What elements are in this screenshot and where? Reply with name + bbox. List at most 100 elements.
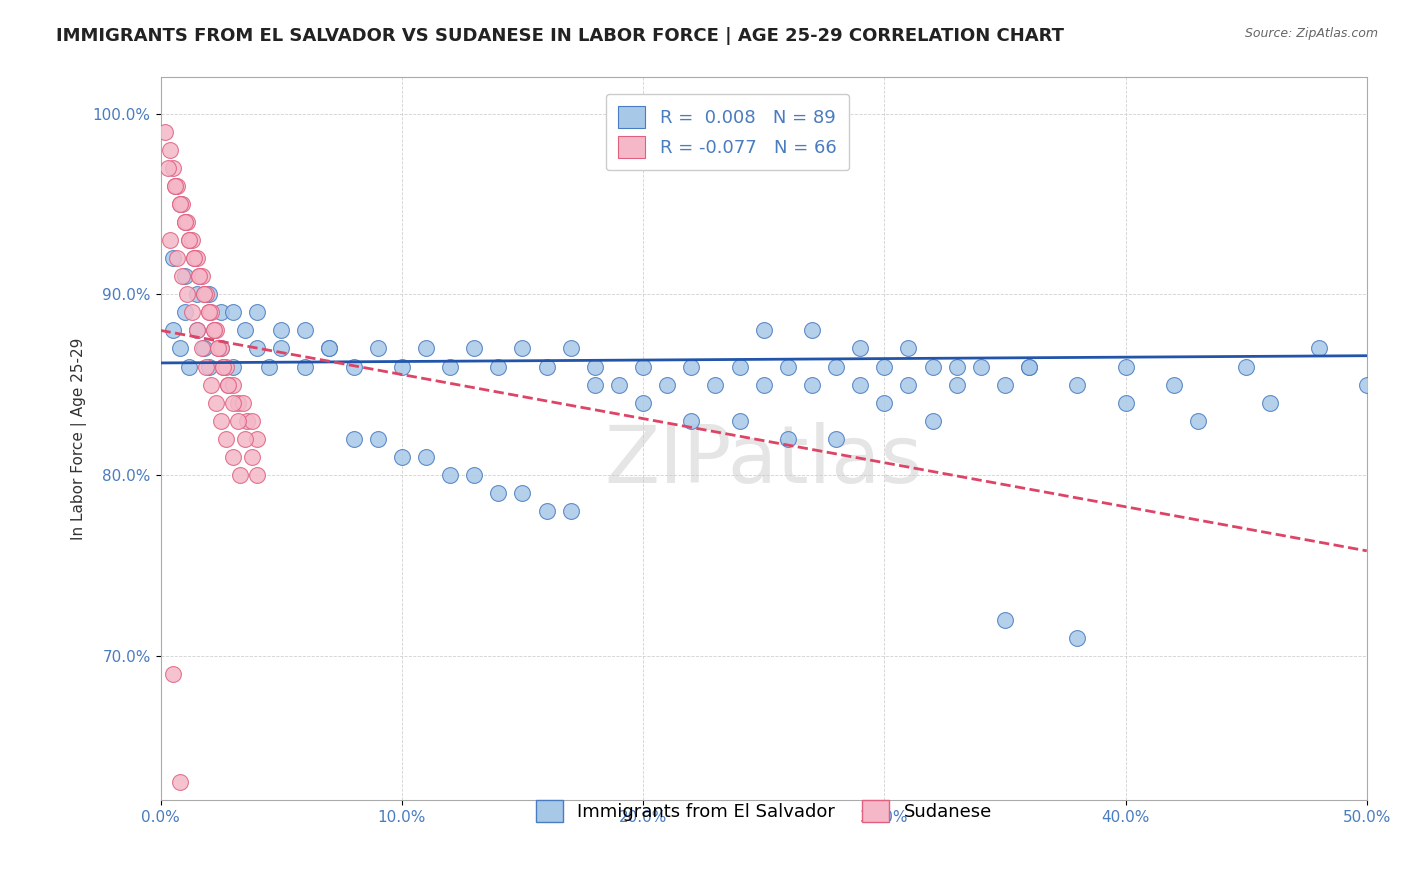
Point xyxy=(240,414,263,428)
Point xyxy=(162,323,184,337)
Point xyxy=(240,450,263,464)
Point xyxy=(825,432,848,446)
Point xyxy=(162,251,184,265)
Point xyxy=(159,233,181,247)
Point xyxy=(209,342,232,356)
Point xyxy=(233,323,256,337)
Point xyxy=(176,287,198,301)
Point xyxy=(560,504,582,518)
Point xyxy=(246,432,269,446)
Point xyxy=(190,269,212,284)
Point xyxy=(222,377,245,392)
Point xyxy=(994,377,1017,392)
Point xyxy=(222,395,245,409)
Point xyxy=(202,323,225,337)
Point xyxy=(631,395,654,409)
Point xyxy=(226,395,249,409)
Point xyxy=(294,359,316,374)
Point xyxy=(536,359,558,374)
Point xyxy=(246,305,269,319)
Point xyxy=(945,359,967,374)
Point xyxy=(1115,359,1137,374)
Point xyxy=(1115,395,1137,409)
Point xyxy=(318,342,340,356)
Point xyxy=(994,613,1017,627)
Point xyxy=(159,143,181,157)
Point xyxy=(207,342,229,356)
Point xyxy=(657,377,679,392)
Point xyxy=(486,486,509,500)
Point xyxy=(294,323,316,337)
Point xyxy=(1234,359,1257,374)
Point xyxy=(212,359,235,374)
Point xyxy=(825,359,848,374)
Point xyxy=(232,395,254,409)
Point xyxy=(1066,377,1088,392)
Point xyxy=(166,251,188,265)
Point xyxy=(607,377,630,392)
Point xyxy=(512,342,534,356)
Point xyxy=(367,432,389,446)
Point xyxy=(205,323,228,337)
Point xyxy=(195,287,218,301)
Point xyxy=(415,450,437,464)
Point xyxy=(183,251,205,265)
Point xyxy=(849,342,872,356)
Point xyxy=(873,395,896,409)
Point xyxy=(1018,359,1040,374)
Point xyxy=(776,432,799,446)
Point xyxy=(222,305,245,319)
Point xyxy=(172,269,194,284)
Point xyxy=(197,359,219,374)
Point xyxy=(1355,377,1378,392)
Point xyxy=(1163,377,1185,392)
Point xyxy=(318,342,340,356)
Point xyxy=(193,342,215,356)
Point xyxy=(536,504,558,518)
Point xyxy=(800,323,823,337)
Point xyxy=(200,305,222,319)
Point xyxy=(897,377,920,392)
Point xyxy=(222,450,245,464)
Point xyxy=(1018,359,1040,374)
Point xyxy=(193,287,215,301)
Point xyxy=(945,377,967,392)
Point xyxy=(246,342,269,356)
Point xyxy=(728,359,751,374)
Point xyxy=(921,359,943,374)
Point xyxy=(849,377,872,392)
Point xyxy=(162,161,184,175)
Point xyxy=(391,359,413,374)
Point xyxy=(188,269,211,284)
Point xyxy=(1308,342,1330,356)
Point xyxy=(270,342,292,356)
Point xyxy=(367,342,389,356)
Point xyxy=(236,414,259,428)
Point xyxy=(631,359,654,374)
Point xyxy=(209,414,232,428)
Point xyxy=(186,251,208,265)
Point xyxy=(897,342,920,356)
Point xyxy=(186,323,208,337)
Point xyxy=(222,359,245,374)
Point xyxy=(169,197,191,211)
Point xyxy=(176,215,198,229)
Point xyxy=(342,359,364,374)
Point xyxy=(212,359,235,374)
Point xyxy=(197,287,219,301)
Point xyxy=(704,377,727,392)
Point xyxy=(183,251,205,265)
Point xyxy=(486,359,509,374)
Point xyxy=(197,305,219,319)
Point xyxy=(173,215,195,229)
Point xyxy=(197,305,219,319)
Point xyxy=(1187,414,1209,428)
Point xyxy=(229,467,252,482)
Point xyxy=(970,359,993,374)
Point xyxy=(173,215,195,229)
Point xyxy=(583,359,606,374)
Point xyxy=(270,323,292,337)
Point xyxy=(439,359,461,374)
Text: IMMIGRANTS FROM EL SALVADOR VS SUDANESE IN LABOR FORCE | AGE 25-29 CORRELATION C: IMMIGRANTS FROM EL SALVADOR VS SUDANESE … xyxy=(56,27,1064,45)
Point xyxy=(188,269,211,284)
